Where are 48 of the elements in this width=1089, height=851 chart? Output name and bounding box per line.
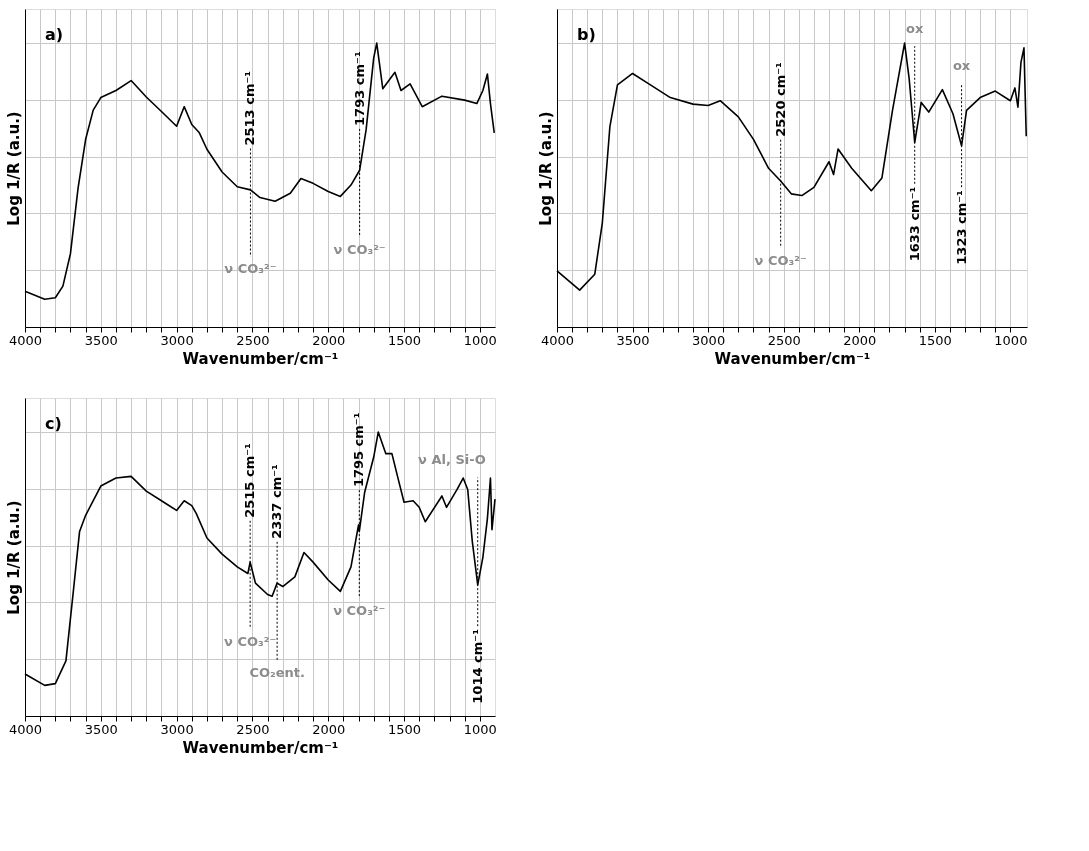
x-tick-label: 2000 [843, 332, 877, 348]
y-axis-title: Log 1/R (a.u.) [4, 500, 23, 615]
x-tick-label: 2000 [312, 332, 346, 348]
ref-line-label: 1633 cm⁻¹ [906, 186, 922, 262]
y-axis-title: Log 1/R (a.u.) [536, 111, 555, 226]
x-tick-label: 1500 [387, 721, 422, 737]
x-axis-title: Wavenumber/cm⁻¹ [182, 349, 339, 368]
x-tick-label: 1000 [994, 332, 1028, 348]
x-tick-label: 3500 [616, 332, 650, 348]
chart-title: c) [45, 414, 62, 433]
y-axis-title: Log 1/R (a.u.) [4, 111, 23, 226]
x-tick-label: 4000 [8, 332, 43, 348]
annotation: ox [952, 58, 971, 74]
text: ox [906, 20, 924, 36]
x-tick-label: 3500 [84, 721, 118, 737]
annotation: ν Al, Si-O [418, 452, 486, 468]
x-tick-label: 1500 [918, 332, 952, 348]
ref-line-label: 1014 cm⁻¹ [469, 629, 485, 704]
annotation: CO₂ent. [249, 665, 305, 681]
annotation: ν CO₃²⁻ [333, 241, 386, 257]
x-tick-label: 2500 [236, 721, 270, 737]
ref-line-label: 2515 cm⁻¹ [242, 443, 258, 518]
x-tick-label: 2500 [236, 332, 270, 348]
x-tick-label: 3000 [160, 721, 194, 737]
ref-line-label: 1795 cm⁻¹ [351, 412, 367, 488]
x-tick-label: 4000 [8, 721, 43, 737]
x-axis-title: Wavenumber/cm⁻¹ [714, 349, 871, 368]
annotation: ν CO₃²⁻ [224, 261, 277, 277]
x-tick-label: 4000 [540, 332, 575, 348]
annotation: ν CO₃²⁻ [333, 602, 386, 618]
x-axis-title: Wavenumber/cm⁻¹ [182, 738, 339, 757]
ref-line-label: 1323 cm⁻¹ [953, 190, 969, 265]
ref-line-label: 2513 cm⁻¹ [242, 71, 258, 146]
ref-line-label: 1793 cm⁻¹ [351, 51, 367, 126]
x-tick-label: 3500 [84, 332, 118, 348]
x-tick-label: 1000 [463, 721, 497, 737]
chart-title: a) [45, 25, 64, 44]
x-tick-label: 2000 [312, 721, 346, 737]
x-tick-label: 1000 [463, 332, 497, 348]
ref-line-label: 2520 cm⁻¹ [772, 62, 788, 137]
annotation: ν CO₃²⁻ [754, 252, 807, 268]
chart-title: b) [577, 25, 596, 44]
annotation: ν CO₃²⁻ [224, 633, 277, 649]
x-tick-label: 3000 [692, 332, 726, 348]
ref-line-label: 2337 cm⁻¹ [269, 464, 285, 539]
x-tick-label: 2500 [767, 332, 801, 348]
x-tick-label: 3000 [160, 332, 194, 348]
x-tick-label: 1500 [387, 332, 422, 348]
